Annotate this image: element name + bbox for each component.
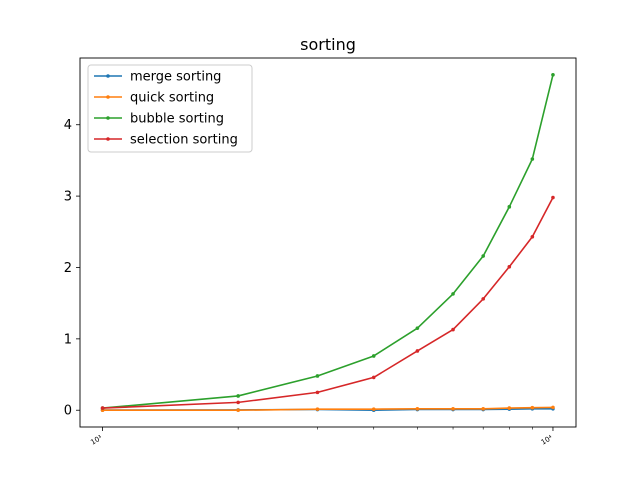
data-point <box>315 390 320 395</box>
data-point <box>451 292 455 296</box>
legend-label: bubble sorting <box>130 112 224 127</box>
data-point <box>315 374 320 378</box>
data-point <box>507 205 512 209</box>
data-point <box>371 407 376 411</box>
data-point <box>530 405 535 410</box>
legend-label: merge sorting <box>130 70 221 85</box>
data-point <box>481 297 485 301</box>
legend-box <box>87 64 253 153</box>
data-point <box>551 72 555 77</box>
series-line-2 <box>102 74 554 409</box>
data-point <box>451 406 455 411</box>
series-line-1 <box>102 406 553 412</box>
y-tick-label: 0 <box>64 404 72 419</box>
x-tick-label: 10⁴ <box>540 434 554 447</box>
y-tick-label: 3 <box>64 190 72 205</box>
data-point <box>371 354 376 358</box>
legend-marker <box>106 74 110 78</box>
data-point <box>236 408 240 413</box>
legend-label: quick sorting <box>130 91 214 106</box>
data-point <box>415 406 420 411</box>
data-point <box>551 405 555 410</box>
legend-marker <box>106 137 110 141</box>
y-tick-label: 1 <box>64 332 72 347</box>
axes-frame <box>79 57 577 428</box>
legend-marker <box>106 95 110 99</box>
data-point <box>451 327 455 332</box>
data-point <box>315 407 320 411</box>
data-point <box>100 406 105 410</box>
data-point <box>236 394 240 398</box>
data-point <box>371 375 376 380</box>
data-point <box>507 406 512 410</box>
data-point <box>415 326 420 330</box>
legend-label: selection sorting <box>130 133 238 148</box>
data-point <box>236 400 240 405</box>
legend-marker <box>106 116 110 120</box>
data-point <box>551 195 555 200</box>
data-point <box>481 406 485 411</box>
legend: merge sorting quick sorting bubble sorting… <box>87 64 253 153</box>
data-point <box>415 349 420 353</box>
y-tick-label: 2 <box>64 261 72 276</box>
data-point <box>507 264 512 269</box>
data-point <box>530 234 535 239</box>
data-point <box>530 157 535 161</box>
y-tick-label: 4 <box>64 118 72 133</box>
data-point <box>481 254 485 258</box>
chart-title: sorting <box>300 35 356 54</box>
x-tick-label: 10³ <box>89 434 103 447</box>
series-line-3 <box>102 197 554 409</box>
plot-area <box>100 72 555 413</box>
